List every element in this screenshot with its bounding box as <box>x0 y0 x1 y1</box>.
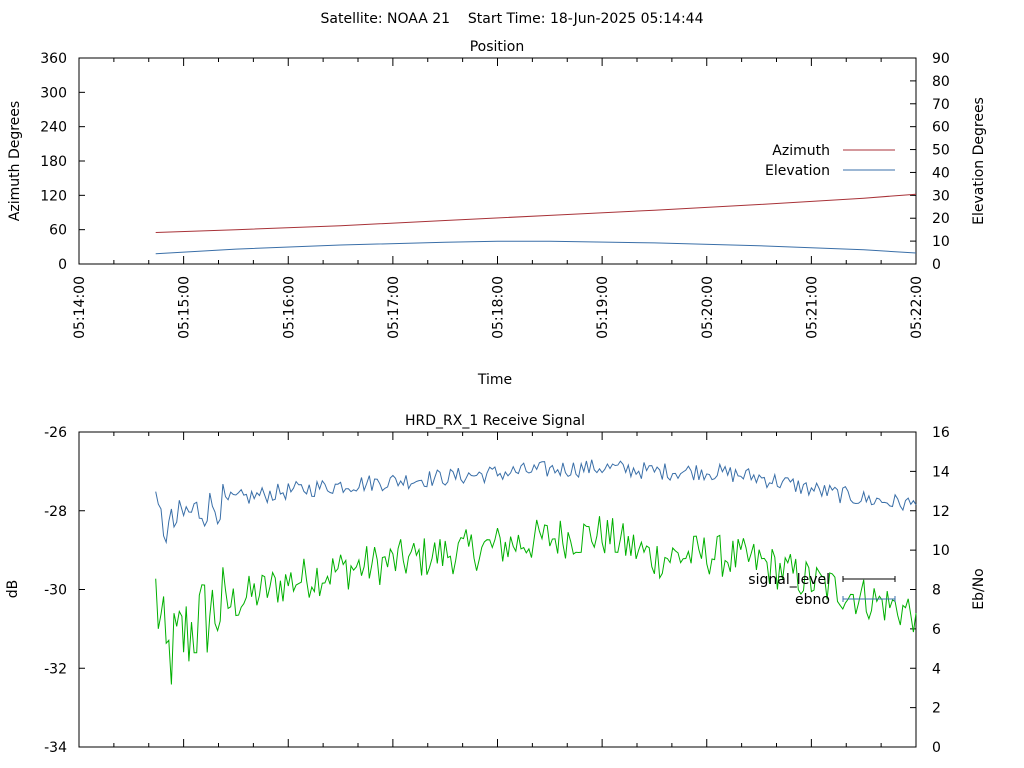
legend-label: ebno <box>795 592 830 608</box>
y-tick-label: -30 <box>44 583 67 599</box>
signal-y-axis: -34 -32 -30 -28 -26 <box>44 425 85 756</box>
receive-signal-chart: HRD_RX_1 Receive Signal -34-32-30-28-26 … <box>5 413 987 756</box>
y-tick-label: 300 <box>40 85 67 101</box>
x-tick-label: 05:22:00 <box>909 276 925 339</box>
y-tick-label: 240 <box>40 120 67 136</box>
y2-tick-label: 40 <box>932 165 950 181</box>
x-tick-label: 05:16:00 <box>281 276 297 339</box>
y2-tick-label: 90 <box>932 51 950 67</box>
y2-tick-label: 80 <box>932 74 950 90</box>
y-tick-label: -32 <box>44 661 67 677</box>
signal-y2-axis: 0 2 4 6 8 10 12 14 16 <box>910 425 950 756</box>
y2-tick-label: 70 <box>932 97 950 113</box>
x-tick-label: 05:17:00 <box>386 276 402 339</box>
y2-tick-label: 10 <box>932 234 950 250</box>
series-line-elevation <box>155 240 917 255</box>
elevation-axis-label: Elevation Degrees <box>971 97 987 225</box>
position-y-axis: 0 60 120 180 240 300 360 <box>40 51 85 273</box>
y2-tick-label: 0 <box>932 257 941 273</box>
series-line-ebno <box>155 459 917 545</box>
signal-series <box>155 459 917 685</box>
position-legend: Azimuth Elevation <box>765 143 895 179</box>
y2-tick-label: 12 <box>932 504 950 520</box>
x-tick-label: 05:14:00 <box>72 276 88 339</box>
y2-tick-label: 10 <box>932 543 950 559</box>
y2-tick-label: 20 <box>932 211 950 227</box>
y-tick-label: -28 <box>44 504 67 520</box>
x-tick-label: 05:15:00 <box>177 276 193 339</box>
y2-tick-label: 2 <box>932 701 941 717</box>
legend-label: signal_level <box>748 572 830 588</box>
y-tick-label: 180 <box>40 154 67 170</box>
y2-tick-label: 50 <box>932 143 950 159</box>
y2-tick-label: 16 <box>932 425 950 441</box>
y-tick-label: 120 <box>40 188 67 204</box>
y2-tick-label: 0 <box>932 740 941 756</box>
db-axis-label: dB <box>5 580 21 599</box>
figure-title: Satellite: NOAA 21 Start Time: 18-Jun-20… <box>321 11 704 27</box>
position-x-axis: 05:14:00 05:15:00 05:16:00 05:17:00 05:18:00… <box>72 58 925 339</box>
x-tick-label: 05:21:00 <box>804 276 820 339</box>
y2-tick-label: 14 <box>932 464 950 480</box>
x-tick-label: 05:18:00 <box>491 276 507 339</box>
legend-label: Elevation <box>765 163 830 179</box>
x-tick-label: 05:19:00 <box>595 276 611 339</box>
position-y2-axis: 0 10 20 30 40 50 60 70 80 90 <box>910 51 950 273</box>
y2-tick-label: 60 <box>932 120 950 136</box>
y-tick-label: 60 <box>49 223 67 239</box>
y2-tick-label: 8 <box>932 583 941 599</box>
y2-tick-label: 4 <box>932 661 941 677</box>
azimuth-axis-label: Azimuth Degrees <box>7 101 23 221</box>
series-line-signal-level <box>155 516 917 685</box>
series-line-azimuth <box>155 193 917 233</box>
position-series <box>155 193 917 255</box>
position-plot-frame <box>78 57 917 265</box>
ebno-axis-label: Eb/No <box>971 568 987 610</box>
position-chart: Position 0 60 120 180 240 300 360 0 10 20 30 40 50 6… <box>7 39 987 388</box>
signal-x-axis <box>78 432 917 747</box>
y-tick-label: -26 <box>44 425 67 441</box>
position-chart-title: Position <box>470 39 525 55</box>
y-tick-label: -34 <box>44 740 67 756</box>
y-tick-label: 0 <box>58 257 67 273</box>
y-tick-label: 360 <box>40 51 67 67</box>
time-axis-label: Time <box>477 372 512 388</box>
y2-tick-label: 30 <box>932 188 950 204</box>
receive-signal-chart-title: HRD_RX_1 Receive Signal <box>405 413 585 429</box>
x-tick-label: 05:20:00 <box>700 276 716 339</box>
legend-label: Azimuth <box>772 143 830 159</box>
y2-tick-label: 6 <box>932 622 941 638</box>
